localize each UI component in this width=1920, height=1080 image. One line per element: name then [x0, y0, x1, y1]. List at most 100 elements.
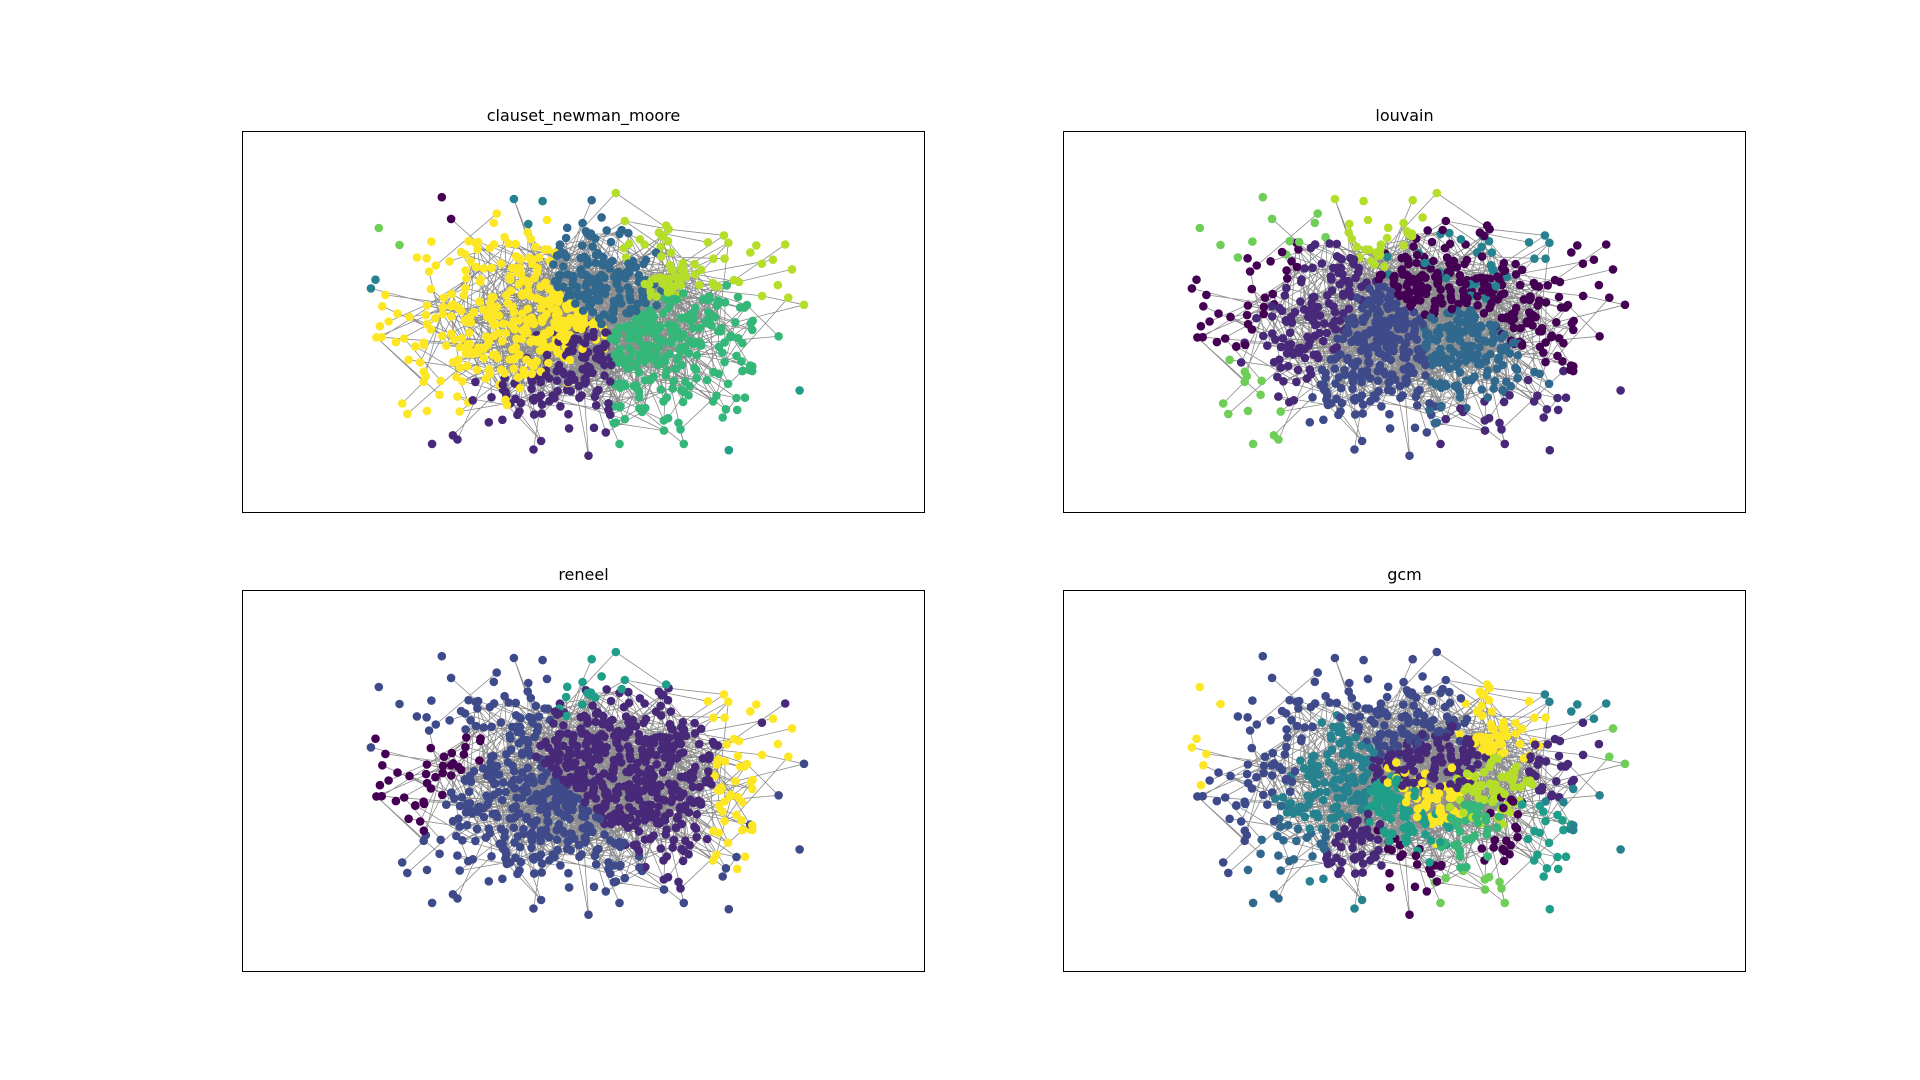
node [1243, 713, 1252, 722]
node [1595, 332, 1604, 341]
node [1517, 724, 1527, 734]
panel-title: louvain [1375, 106, 1434, 125]
node [1376, 290, 1385, 300]
node [573, 748, 582, 758]
node [578, 306, 588, 315]
node [1517, 800, 1527, 809]
node [1543, 281, 1552, 290]
node [448, 357, 458, 367]
panel-gcm: gcm [1063, 565, 1746, 972]
node [1513, 810, 1523, 819]
node [1195, 223, 1205, 233]
node [1427, 836, 1436, 845]
node [1273, 372, 1282, 382]
node [589, 332, 598, 342]
node [666, 707, 676, 716]
node [483, 341, 492, 350]
node [446, 760, 456, 770]
node [1205, 317, 1214, 326]
node [1267, 771, 1277, 780]
node [1483, 852, 1493, 861]
node [419, 799, 429, 809]
node [490, 779, 499, 789]
node [459, 291, 469, 300]
node [1433, 727, 1442, 737]
node [500, 691, 509, 701]
node [504, 698, 513, 707]
node [536, 282, 545, 291]
node [422, 301, 432, 310]
node [592, 804, 602, 814]
node [684, 391, 693, 400]
node [527, 843, 536, 853]
node [1243, 865, 1253, 875]
node [1489, 843, 1498, 852]
node [405, 312, 414, 322]
node [612, 278, 621, 288]
node [1240, 826, 1250, 835]
node [652, 292, 661, 301]
node [616, 758, 626, 767]
node [609, 296, 619, 306]
node [1283, 274, 1292, 283]
node [1373, 376, 1383, 385]
node [1422, 787, 1431, 796]
node [1490, 835, 1500, 845]
node [583, 291, 592, 301]
node [726, 332, 735, 342]
node [471, 836, 480, 846]
node [488, 768, 498, 777]
node [1381, 335, 1391, 345]
node [471, 262, 481, 272]
node [1226, 312, 1235, 322]
node [1460, 800, 1469, 810]
node [690, 762, 700, 772]
node [424, 267, 434, 276]
node [1499, 397, 1509, 407]
node [1247, 284, 1257, 294]
node [1535, 296, 1544, 305]
node [583, 229, 592, 239]
node [1456, 404, 1465, 413]
node [1573, 241, 1582, 250]
node [1344, 763, 1354, 773]
node [537, 317, 547, 327]
node [695, 323, 704, 333]
node [1418, 270, 1427, 280]
node [496, 259, 506, 268]
node [1374, 782, 1384, 792]
node [641, 769, 651, 778]
node [1365, 358, 1374, 368]
node [757, 291, 767, 301]
node [1187, 743, 1197, 752]
node [1307, 758, 1316, 767]
node [523, 687, 532, 696]
node [1414, 747, 1423, 757]
node [1547, 791, 1556, 801]
node [1383, 319, 1393, 328]
node [554, 360, 564, 370]
node [1541, 757, 1551, 766]
node [1436, 439, 1445, 449]
node [632, 783, 641, 793]
node [536, 391, 546, 400]
node [746, 248, 755, 257]
node [511, 343, 521, 352]
node [1505, 391, 1514, 400]
node [1539, 348, 1548, 357]
node [656, 844, 666, 853]
node [1455, 827, 1465, 836]
node [1295, 344, 1305, 354]
node [606, 836, 615, 845]
node [605, 772, 615, 781]
node [1329, 761, 1338, 770]
node [1432, 877, 1442, 886]
node [625, 354, 635, 364]
node [1271, 335, 1280, 344]
node [639, 341, 648, 351]
node [652, 301, 661, 310]
node [1446, 813, 1456, 823]
node [553, 782, 563, 792]
node [455, 363, 465, 372]
node [1561, 762, 1570, 771]
